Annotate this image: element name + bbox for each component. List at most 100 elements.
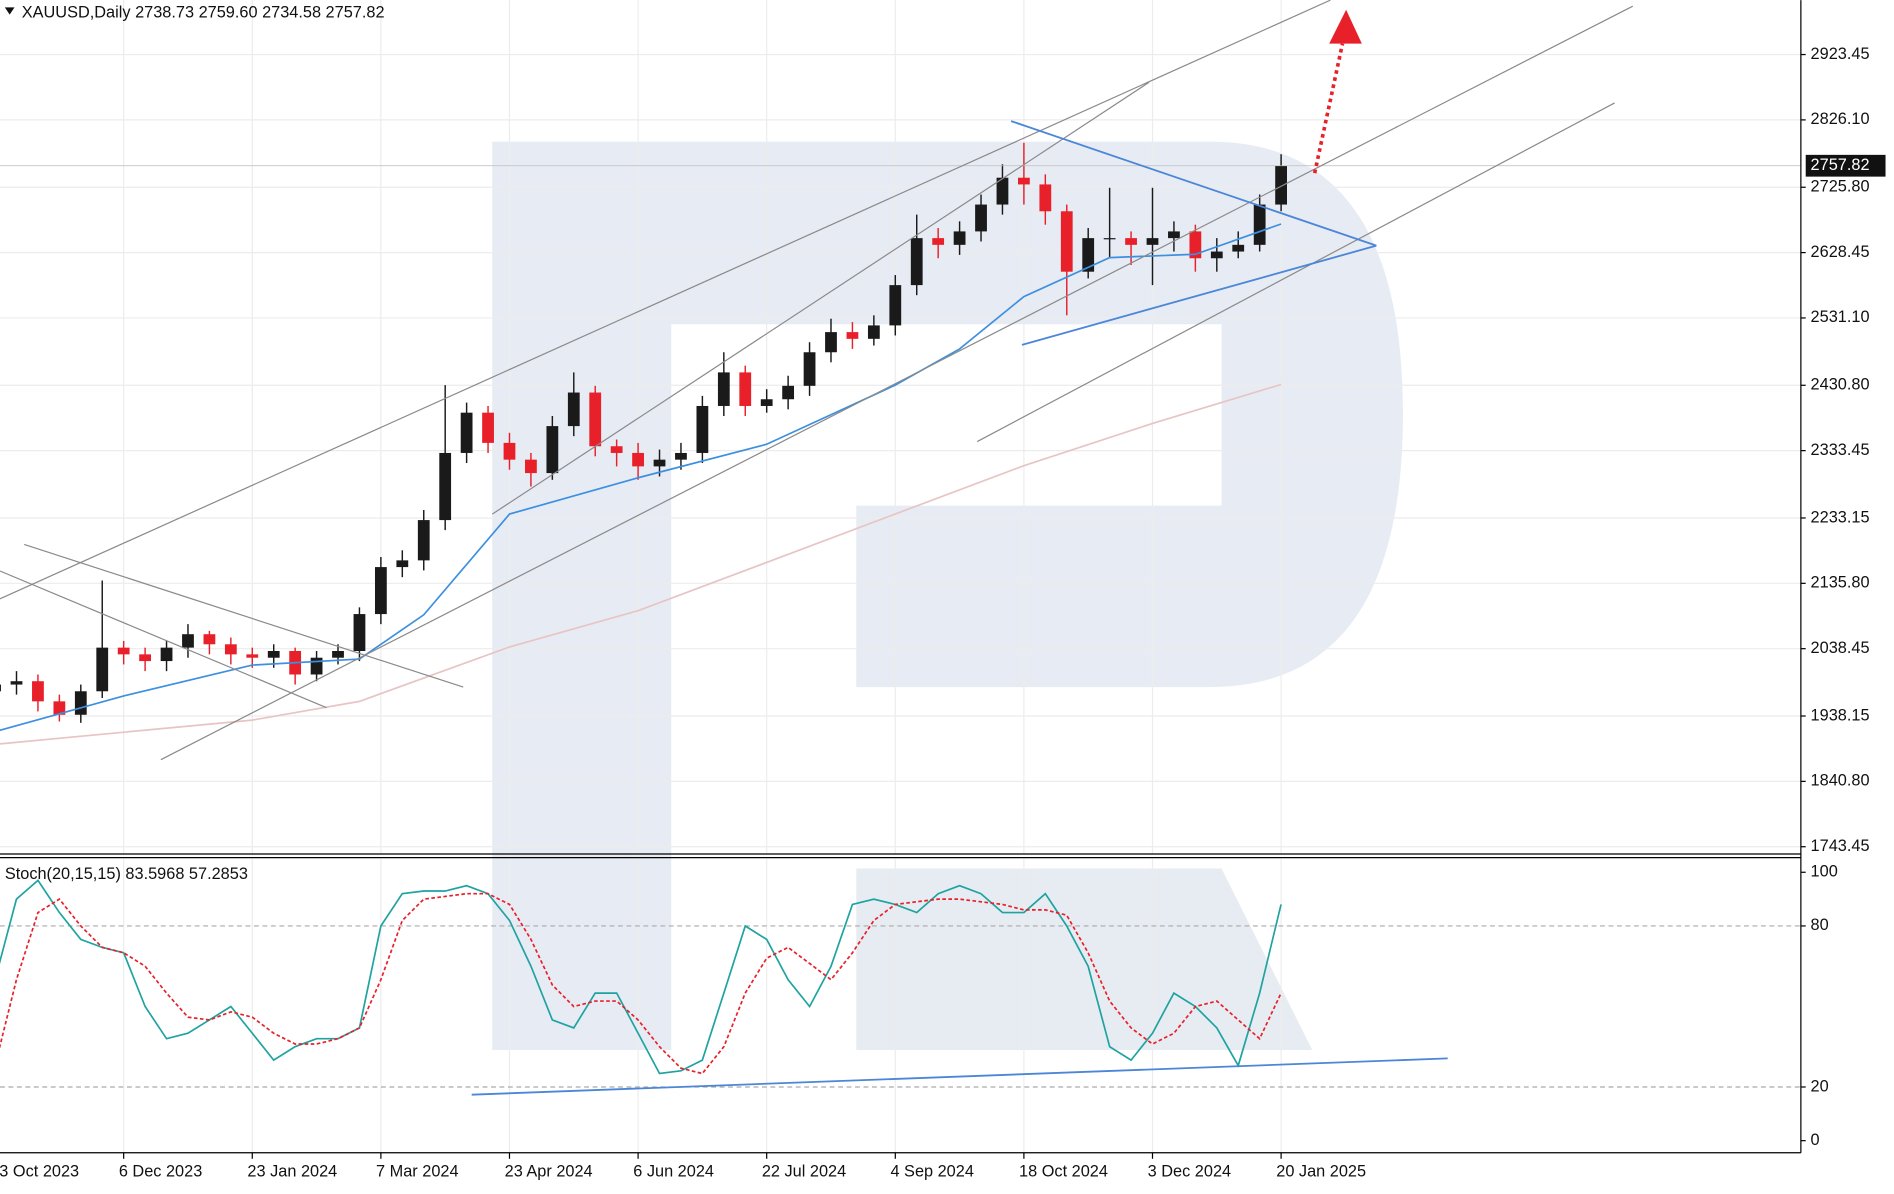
y-tick-label: 0	[1811, 1131, 1820, 1149]
candle-body	[1060, 211, 1073, 272]
candle-body	[503, 442, 516, 460]
candle-body	[74, 691, 87, 715]
candle-body	[1125, 238, 1137, 245]
candle-body	[332, 650, 344, 658]
annotations	[0, 0, 1634, 1096]
x-tick-label: 18 Oct 2024	[1019, 1162, 1108, 1180]
candle-body	[96, 647, 109, 692]
stoch-pane: 0 20 80 100 23 Oct 2023 6 Dec 2023 23 Jan 2024…	[0, 858, 1838, 1180]
stoch-title: Stoch(20,15,15) 83.5968 57.2853	[5, 865, 248, 883]
candle-body	[160, 647, 173, 662]
candle-body	[867, 325, 880, 339]
candle-body	[889, 285, 902, 326]
current-price-box	[1805, 154, 1886, 177]
candle-body	[396, 560, 409, 568]
candle-body	[1146, 238, 1159, 245]
candle-body	[696, 405, 709, 453]
y-tick-label: 2725.80	[1811, 178, 1870, 196]
candle-body	[975, 204, 987, 232]
x-tick-label: 23 Apr 2024	[505, 1162, 593, 1180]
y-tick-label: 1743.45	[1811, 837, 1870, 855]
candle-body	[10, 681, 23, 685]
candle-body	[803, 352, 816, 386]
y-tick-label: 1840.80	[1811, 772, 1870, 790]
candle-body	[675, 452, 687, 460]
candle-body	[567, 392, 580, 427]
candle-body	[267, 650, 280, 658]
candle-body	[117, 647, 130, 655]
candle-body	[1039, 184, 1052, 212]
candle-body	[825, 332, 837, 353]
stoch-line	[0, 892, 1282, 1075]
candle-body	[182, 634, 194, 648]
candle-body	[932, 238, 945, 245]
candle-body	[589, 392, 602, 447]
candle-body	[482, 412, 494, 443]
candle-body	[1275, 165, 1287, 205]
candle-body	[439, 452, 452, 521]
candle-body	[374, 567, 387, 615]
y-tick-label: 100	[1811, 863, 1838, 881]
candle-body	[0, 684, 1, 692]
candle-body	[953, 231, 966, 245]
x-tick-label: 7 Mar 2024	[376, 1162, 459, 1180]
candle-body	[32, 681, 44, 702]
candle-body	[1210, 251, 1223, 259]
current-price-label: 2757.82	[1811, 156, 1870, 174]
menu-arrow[interactable]	[4, 7, 15, 15]
candle-body	[203, 634, 216, 645]
candle-body	[525, 459, 537, 474]
watermark	[492, 141, 1403, 1050]
candle-body	[460, 412, 473, 453]
candle-body	[610, 446, 623, 453]
price-pane: 2923.45 2826.10 2725.80 2628.45 2531.10 2430.…	[0, 0, 1886, 855]
x-tick-label: 3 Dec 2024	[1148, 1162, 1231, 1180]
candle-body	[53, 701, 66, 715]
y-tick-label: 2135.80	[1811, 574, 1870, 592]
candle-body	[760, 399, 773, 406]
candle-body	[996, 177, 1009, 205]
y-tick-label: 2531.10	[1811, 308, 1870, 326]
moving-average	[0, 223, 1282, 732]
candle-body	[1232, 244, 1245, 252]
moving-average	[0, 383, 1282, 745]
candle-body	[310, 657, 323, 675]
candle-body	[1253, 204, 1266, 245]
y-tick-label: 2628.45	[1811, 243, 1870, 261]
y-tick-label: 2826.10	[1811, 110, 1870, 128]
y-tick-label: 80	[1811, 916, 1829, 934]
x-tick-label: 23 Oct 2023	[0, 1162, 79, 1180]
candle-body	[717, 372, 730, 406]
candle-body	[1103, 238, 1116, 240]
candle-body	[910, 238, 923, 286]
y-tick-label: 2430.80	[1811, 376, 1870, 394]
candle-body	[782, 385, 795, 400]
frame	[0, 0, 1802, 1154]
y-tick-label: 2038.45	[1811, 639, 1870, 657]
y-tick-label: 1938.15	[1811, 706, 1870, 724]
x-tick-label: 23 Jan 2024	[247, 1162, 337, 1180]
y-tick-label: 2333.45	[1811, 441, 1870, 459]
candle-body	[246, 654, 259, 658]
candle-body	[739, 372, 752, 406]
candle-body	[353, 614, 366, 651]
x-tick-label: 22 Jul 2024	[762, 1162, 846, 1180]
candle-body	[417, 520, 430, 561]
candle-body	[1082, 238, 1095, 272]
y-tick-label: 2233.15	[1811, 508, 1870, 526]
y-tick-label: 2923.45	[1811, 45, 1870, 63]
y-tick-label: 20	[1811, 1077, 1829, 1095]
candle-body	[1018, 177, 1030, 185]
price-title: XAUUSD,Daily 2738.73 2759.60 2734.58 275…	[22, 4, 385, 22]
candle-body	[224, 644, 237, 655]
x-tick-label: 4 Sep 2024	[890, 1162, 973, 1180]
candle-body	[1189, 231, 1202, 259]
x-tick-label: 6 Jun 2024	[633, 1162, 714, 1180]
x-tick-label: 6 Dec 2023	[119, 1162, 202, 1180]
candle-body	[846, 332, 859, 339]
candle-body	[653, 459, 666, 467]
candle-body	[1168, 231, 1180, 239]
candle-body	[632, 452, 644, 467]
x-tick-label: 20 Jan 2025	[1276, 1162, 1366, 1180]
